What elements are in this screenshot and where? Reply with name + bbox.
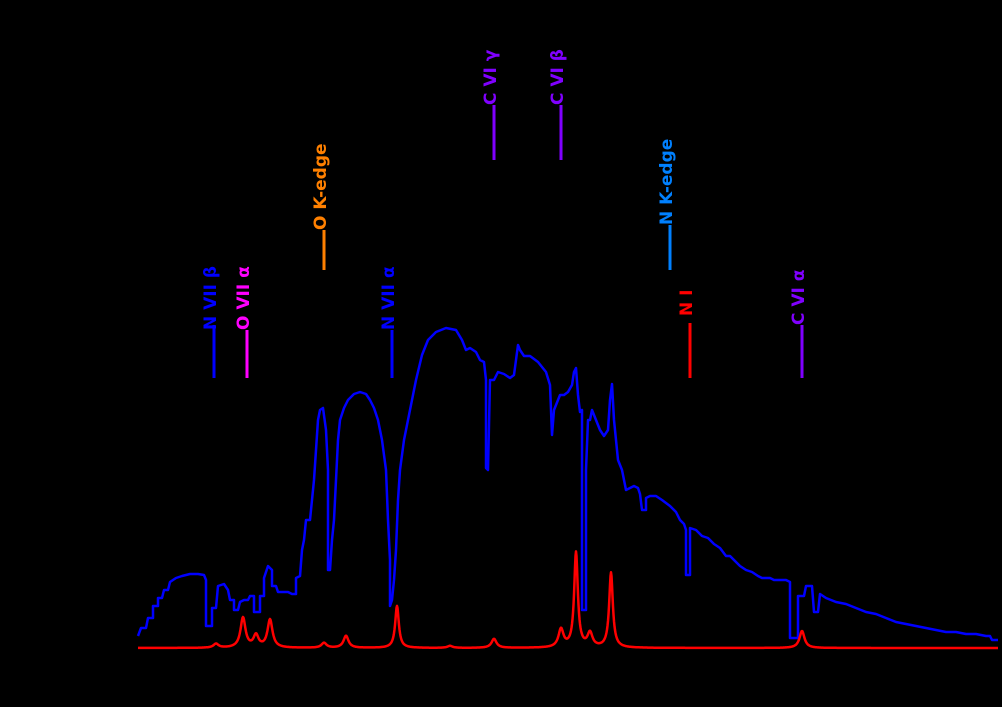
- annotation-label: N I: [677, 290, 697, 316]
- line-annotations: N VII β O VII α O K-edge N VII α C VI γ C VI …: [201, 49, 809, 378]
- annotation-c-vi-: C VI β: [548, 49, 568, 160]
- annotation-label: C VI α: [789, 270, 809, 325]
- annotation-label: C VI γ: [481, 49, 501, 105]
- annotation-label: O VII α: [234, 266, 254, 330]
- annotation-label: N VII β: [201, 266, 221, 330]
- annotation-n-vii-: N VII β: [201, 266, 221, 378]
- annotation-o-k-edge: O K-edge: [311, 143, 331, 270]
- annotation-n-i: N I: [677, 290, 697, 378]
- annotation-label: N VII α: [379, 266, 399, 330]
- annotation-c-vi-: C VI γ: [481, 49, 501, 160]
- series-0-line: [136, 326, 998, 642]
- annotation-c-vi-: C VI α: [789, 270, 809, 378]
- annotation-label: N K-edge: [657, 139, 677, 225]
- annotation-n-vii-: N VII α: [379, 266, 399, 378]
- annotation-label: C VI β: [548, 49, 568, 105]
- annotation-label: O K-edge: [311, 143, 331, 230]
- series-layer: [136, 326, 999, 650]
- annotation-o-vii-: O VII α: [234, 266, 254, 378]
- series-1-line: [137, 550, 999, 650]
- annotation-n-k-edge: N K-edge: [657, 139, 677, 270]
